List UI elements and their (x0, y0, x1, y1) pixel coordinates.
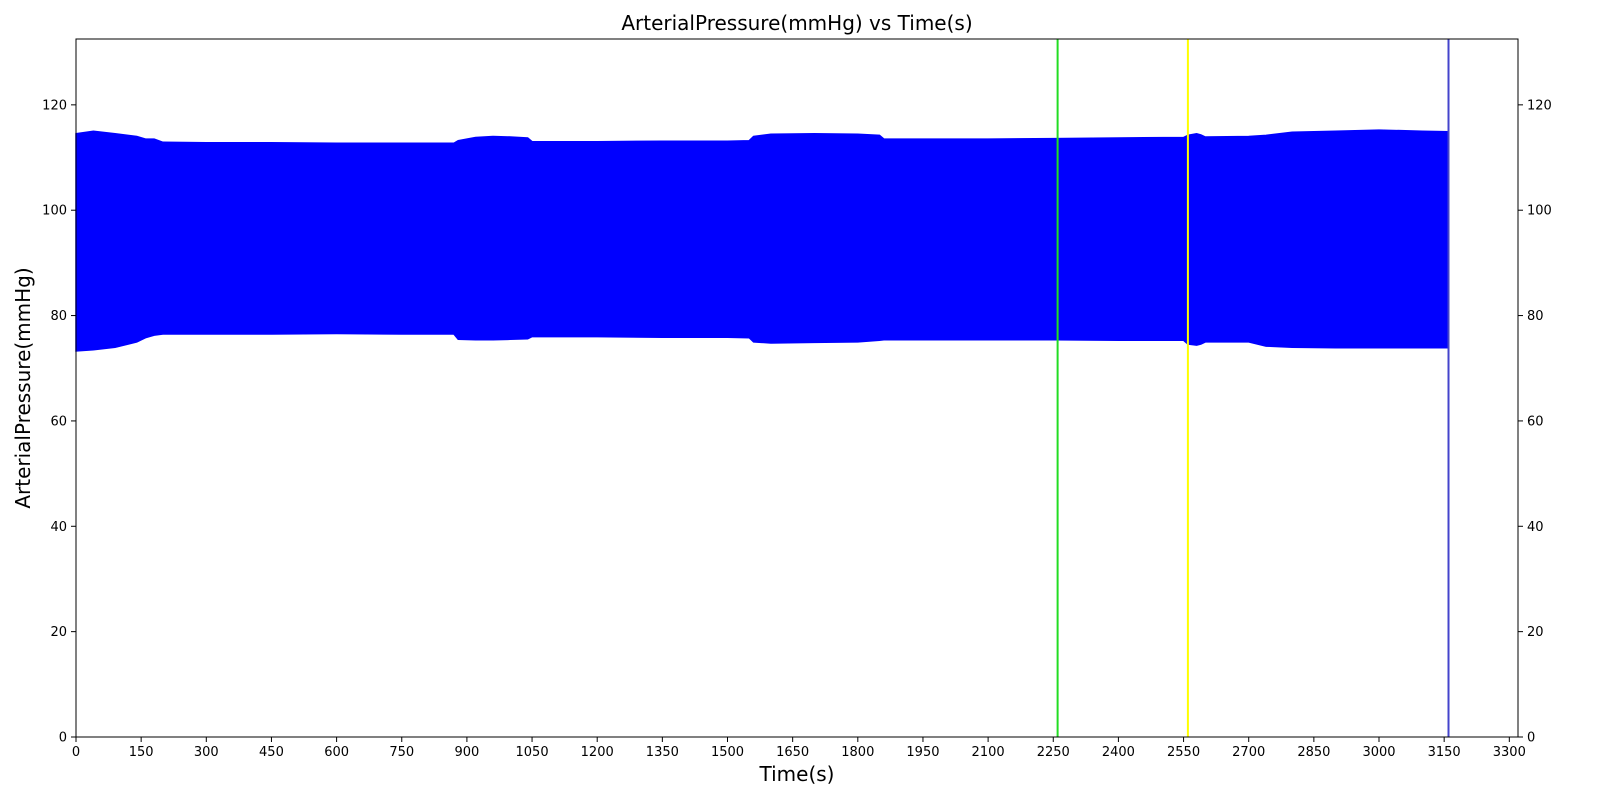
x-tick-label: 1500 (711, 745, 744, 760)
y-axis-right: 0 20 40 60 80 100 120 (1518, 98, 1552, 746)
y-tick-label-right: 100 (1527, 204, 1552, 219)
x-tick-label: 150 (129, 745, 154, 760)
x-tick-label: 2850 (1297, 745, 1330, 760)
x-tick-label: 1050 (516, 745, 549, 760)
y-tick-label-right: 40 (1527, 520, 1544, 535)
x-tick-label: 750 (389, 745, 414, 760)
y-tick-label-right: 0 (1527, 731, 1535, 746)
x-tick-label: 1950 (906, 745, 939, 760)
x-tick-label: 3300 (1493, 745, 1526, 760)
x-tick-label: 3150 (1428, 745, 1461, 760)
series-layer (75, 129, 1450, 352)
x-tick-label: 450 (259, 745, 284, 760)
x-tick-label: 2700 (1232, 745, 1265, 760)
y-tick-label-left: 40 (50, 520, 67, 535)
y-tick-label-right: 60 (1527, 414, 1544, 429)
x-axis: 0 150 300 450 600 750 900 1050 1200 1350 1500 1650 1… (72, 737, 1526, 760)
y-tick-label-left: 60 (50, 414, 67, 429)
x-axis-title: Time(s) (759, 762, 835, 786)
x-tick-label: 600 (324, 745, 349, 760)
x-tick-label: 1800 (841, 745, 874, 760)
vline-layer (1056, 39, 1450, 737)
x-tick-label: 3000 (1362, 745, 1395, 760)
y-tick-label-right: 80 (1527, 309, 1544, 324)
x-tick-label: 2550 (1167, 745, 1200, 760)
x-tick-label: 1350 (646, 745, 679, 760)
y-axis-left: 0 20 40 60 80 100 120 (42, 98, 76, 746)
x-tick-label: 300 (194, 745, 219, 760)
plot-frame (75, 38, 1519, 738)
x-tick-label: 0 (72, 745, 80, 760)
y-tick-label-left: 20 (50, 625, 67, 640)
y-tick-label-left: 120 (42, 98, 67, 113)
y-tick-label-right: 120 (1527, 98, 1552, 113)
x-tick-label: 2400 (1102, 745, 1135, 760)
y-axis-title: ArterialPressure(mmHg) (11, 267, 35, 508)
x-tick-label: 2250 (1037, 745, 1070, 760)
x-tick-label: 1200 (581, 745, 614, 760)
x-tick-label: 1650 (776, 745, 809, 760)
y-tick-label-right: 20 (1527, 625, 1544, 640)
x-tick-label: 2100 (972, 745, 1005, 760)
series-band-0 (75, 129, 1450, 352)
y-tick-label-left: 0 (59, 731, 67, 746)
y-tick-label-left: 80 (50, 309, 67, 324)
chart-title: ArterialPressure(mmHg) vs Time(s) (621, 11, 972, 35)
y-tick-label-left: 100 (42, 204, 67, 219)
x-tick-label: 900 (454, 745, 479, 760)
